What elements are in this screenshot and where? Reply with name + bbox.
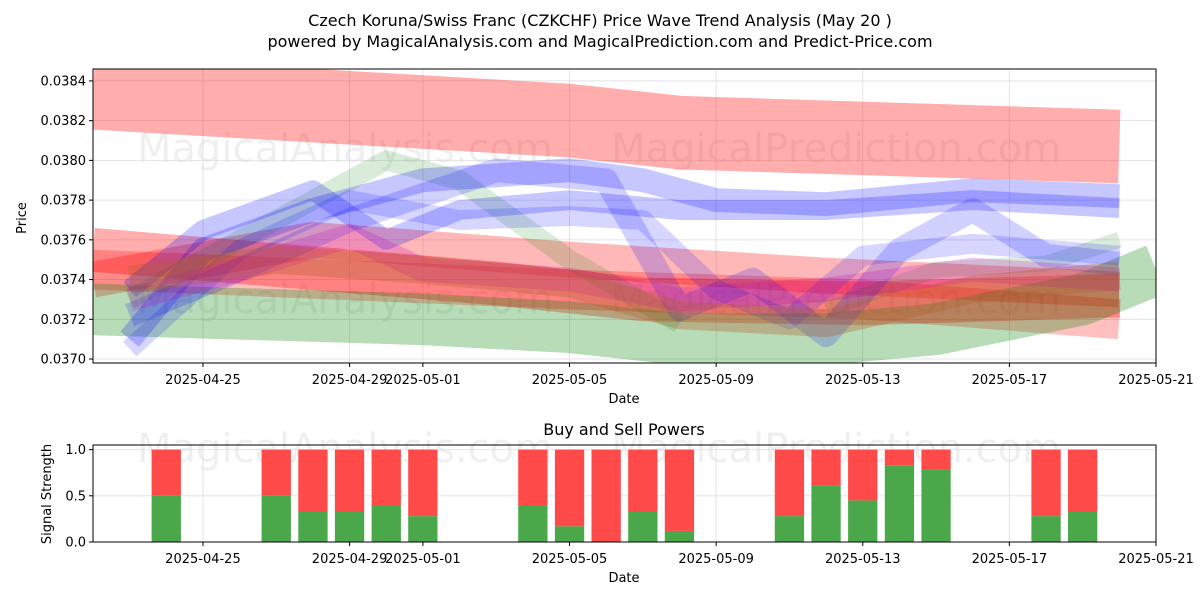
wave-band-green <box>124 150 685 332</box>
sell-bar <box>884 449 915 466</box>
sell-bar <box>151 449 181 496</box>
signal-x-tick-label: 2025-05-09 <box>678 552 754 567</box>
buy-bar <box>371 505 401 542</box>
sell-bar <box>664 449 695 531</box>
signal-y-tick-label: 0.0 <box>65 536 86 551</box>
wave-band-green <box>823 232 1122 317</box>
chart-title: Czech Koruna/Swiss Franc (CZKCHF) Price … <box>308 11 892 30</box>
wave-band-red <box>93 221 1121 308</box>
price-plot-frame <box>92 68 1157 364</box>
price-x-tick-label: 2025-05-17 <box>972 373 1048 388</box>
sell-bar <box>591 449 621 542</box>
price-panel: MagicalAnalysis.com MagicalPrediction.com… <box>41 68 1194 388</box>
signal-x-tick-label: 2025-04-25 <box>165 552 241 567</box>
buy-bar <box>811 485 841 542</box>
sell-bar <box>554 449 585 527</box>
signal-y-tick-label: 1.0 <box>65 443 86 458</box>
sell-bar <box>334 449 365 512</box>
sell-bar <box>298 449 328 512</box>
price-y-tick-label: 0.0376 <box>41 233 87 248</box>
price-x-axis-label: Date <box>608 392 639 407</box>
sell-bar <box>774 449 805 517</box>
watermark-text: MagicalAnalysis.com <box>137 126 553 172</box>
sell-bar <box>371 449 401 505</box>
signal-x-tick-label: 2025-05-01 <box>385 552 461 567</box>
wave-band-blue <box>123 190 1121 357</box>
price-y-tick-label: 0.0384 <box>41 74 87 89</box>
sell-bar <box>261 449 291 496</box>
wave-band-blue <box>123 180 1120 298</box>
sell-bar <box>848 449 878 501</box>
watermark-text: MagicalAnalysis.com <box>137 277 553 323</box>
price-x-tick-label: 2025-05-05 <box>532 373 608 388</box>
buy-bar <box>151 495 181 542</box>
price-x-tick-label: 2025-05-01 <box>385 373 461 388</box>
price-x-tick-label: 2025-04-25 <box>165 373 241 388</box>
sell-bar <box>811 449 841 486</box>
wave-band-red <box>93 228 1120 326</box>
price-x-tick-label: 2025-05-09 <box>678 373 754 388</box>
buy-bar <box>774 516 805 542</box>
signal-x-tick-label: 2025-05-17 <box>972 552 1048 567</box>
signal-x-tick-label: 2025-04-29 <box>312 552 388 567</box>
chart-subtitle: powered by MagicalAnalysis.com and Magic… <box>267 32 932 51</box>
wave-band-brown <box>127 245 1121 338</box>
price-y-tick-label: 0.0374 <box>41 273 87 288</box>
watermark-text: MagicalPrediction.com <box>611 277 1061 323</box>
buy-bar <box>408 516 438 542</box>
sell-bar <box>408 449 438 517</box>
signal-panel-title: Buy and Sell Powers <box>543 420 705 439</box>
signal-y-tick-label: 0.5 <box>65 489 86 504</box>
price-y-tick-label: 0.0380 <box>41 154 87 169</box>
buy-bar <box>1031 516 1061 542</box>
sell-bar <box>921 449 951 470</box>
price-x-tick-label: 2025-04-29 <box>312 373 388 388</box>
buy-bar <box>664 530 695 542</box>
signal-x-tick-label: 2025-05-13 <box>825 552 901 567</box>
price-x-tick-label: 2025-05-13 <box>825 373 901 388</box>
buy-bar <box>334 511 365 542</box>
wave-band-purple <box>126 224 1121 312</box>
sell-bar <box>1068 449 1098 512</box>
wave-band-green <box>93 245 1156 363</box>
buy-bar <box>884 465 915 542</box>
buy-bar <box>298 511 328 542</box>
buy-bar <box>921 469 951 542</box>
watermark-text: MagicalPrediction.com <box>611 126 1061 172</box>
signal-plot-frame <box>92 444 1157 543</box>
signal-y-axis-label: Signal Strength <box>40 444 55 544</box>
wave-band-red <box>93 249 1121 340</box>
signal-panel: MagicalAnalysis.com MagicalPrediction.com… <box>65 426 1193 567</box>
signal-x-tick-label: 2025-05-21 <box>1118 552 1194 567</box>
wave-band-red <box>93 69 1121 184</box>
wave-band-blue <box>125 158 1121 348</box>
price-y-tick-label: 0.0372 <box>41 313 87 328</box>
signal-x-tick-label: 2025-05-05 <box>532 552 608 567</box>
buy-bar <box>628 511 658 542</box>
buy-bar <box>1068 511 1098 542</box>
signal-x-axis-label: Date <box>608 571 639 586</box>
price-y-axis-label: Price <box>15 202 30 234</box>
sell-bar <box>628 449 658 512</box>
sell-bar <box>1031 449 1061 517</box>
buy-bar <box>261 495 291 542</box>
price-y-tick-label: 0.0370 <box>41 353 87 368</box>
price-x-tick-label: 2025-05-21 <box>1118 373 1194 388</box>
buy-bar <box>848 500 878 542</box>
buy-bar <box>554 526 585 542</box>
price-y-tick-label: 0.0382 <box>41 114 87 129</box>
price-y-tick-label: 0.0378 <box>41 194 87 209</box>
sell-bar <box>518 449 548 505</box>
wave-band-blue <box>120 158 1120 347</box>
buy-bar <box>518 505 548 542</box>
